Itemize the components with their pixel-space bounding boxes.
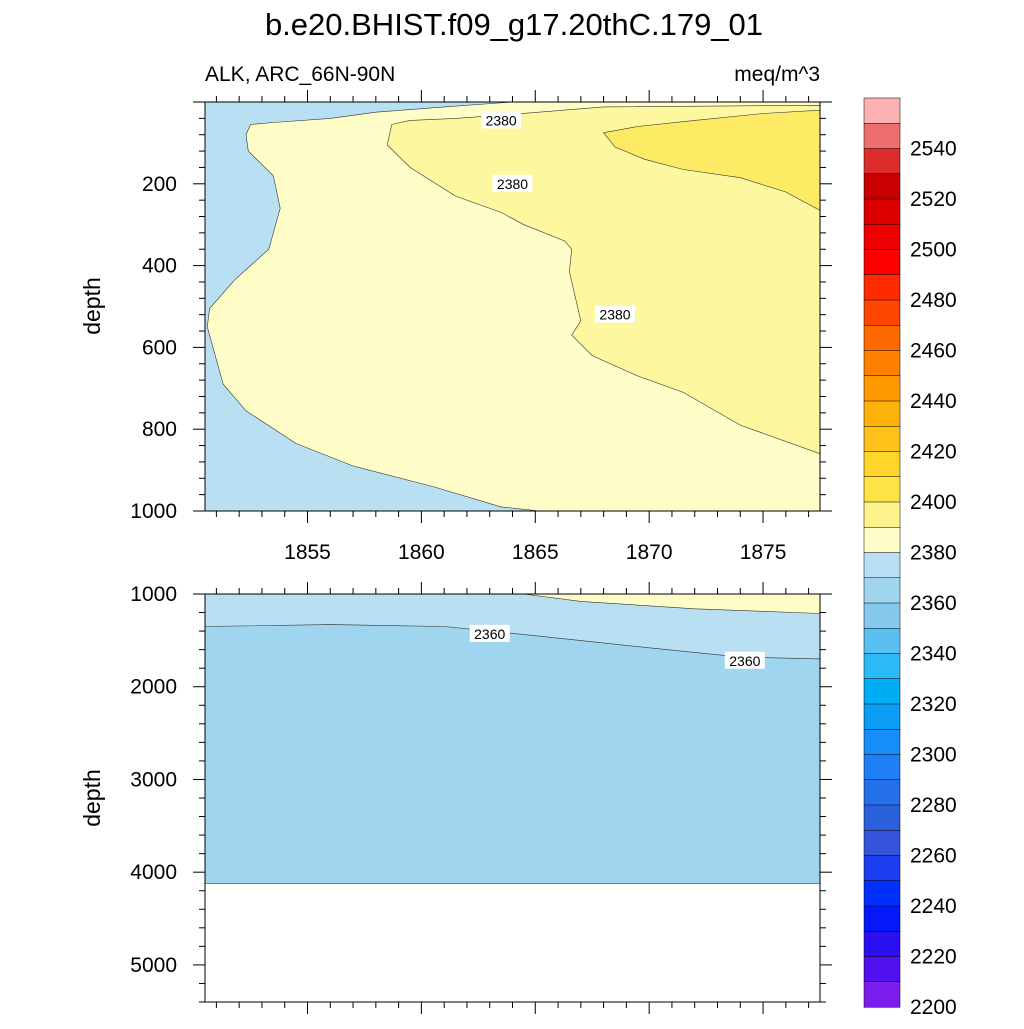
upper-contour-label: 2380 [595, 305, 635, 323]
colorbar-swatch [863, 451, 901, 478]
x-tick-label: 1855 [284, 541, 331, 564]
colorbar-swatch [863, 426, 901, 453]
colorbar-label: 2240 [910, 895, 957, 918]
colorbar-swatch [863, 501, 901, 528]
chart-title: b.e20.BHIST.f09_g17.20thC.179_01 [265, 7, 763, 42]
contour-label-bg [595, 305, 635, 323]
colorbar-label: 2500 [910, 239, 957, 262]
y-tick-label: 1000 [130, 583, 177, 606]
colorbar-label: 2360 [910, 592, 957, 615]
colorbar-swatch [863, 274, 901, 301]
colorbar-swatch [863, 678, 901, 705]
colorbar-swatch [863, 299, 901, 326]
subtitle-right: meq/m^3 [734, 63, 820, 86]
colorbar-swatch [863, 350, 901, 377]
colorbar-swatch [863, 628, 901, 655]
upper-panel: 2380 2380 2380 1855 1860 1865 1870 1875 200 400 60… [130, 90, 832, 564]
lower-region-2350-2360 [204, 624, 821, 884]
colorbar-swatch [863, 703, 901, 730]
colorbar-swatch [863, 880, 901, 907]
colorbar-swatch [863, 249, 901, 276]
colorbar-swatch [863, 527, 901, 554]
y-tick-label: 200 [142, 173, 177, 196]
colorbar-label: 2260 [910, 845, 957, 868]
colorbar-swatch [863, 855, 901, 882]
colorbar-swatch [863, 956, 901, 983]
y-tick-label: 600 [142, 336, 177, 359]
contour-label-bg [724, 651, 765, 669]
lower-panel: 2360 2360 1000 2000 3000 4000 5000 [130, 582, 832, 1014]
y-axis-label-upper: depth [79, 277, 105, 335]
y-axis-label-lower: depth [79, 769, 105, 827]
colorbar-label: 2280 [910, 794, 957, 817]
colorbar-label: 2440 [910, 390, 957, 413]
colorbar-swatch [863, 325, 901, 352]
colorbar-label: 2320 [910, 693, 957, 716]
x-tick-label: 1860 [398, 541, 445, 564]
colorbar-swatch [863, 981, 901, 1008]
upper-region-2390-2400 [603, 109, 821, 211]
colorbar-label: 2460 [910, 340, 957, 363]
colorbar-swatch [863, 653, 901, 680]
colorbar-swatch [863, 123, 901, 150]
upper-region-2380-2390 [386, 104, 821, 455]
colorbar-swatch [863, 931, 901, 958]
x-tick-label: 1870 [626, 541, 673, 564]
colorbar-label: 2540 [910, 138, 957, 161]
colorbar-swatch [863, 97, 901, 124]
colorbar-label: 2200 [910, 996, 957, 1019]
upper-contour-label: 2380 [492, 174, 533, 192]
colorbar-swatch [863, 476, 901, 503]
colorbar-label: 2420 [910, 441, 957, 464]
colorbar-swatch [863, 400, 901, 427]
y-tick-label: 800 [142, 418, 177, 441]
subtitle-left: ALK, ARC_66N-90N [205, 63, 395, 86]
colorbar-swatch [863, 754, 901, 781]
y-tick-label: 2000 [130, 676, 177, 699]
lower-contour-label: 2360 [724, 651, 765, 669]
contour-label-text: 2380 [599, 307, 630, 323]
colorbar-swatch [863, 375, 901, 402]
colorbar-label: 2300 [910, 744, 957, 767]
contour-label-text: 2360 [474, 626, 505, 642]
y-tick-label: 5000 [130, 954, 177, 977]
contour-label-text: 2360 [729, 653, 760, 669]
colorbar-label: 2400 [910, 491, 957, 514]
colorbar-swatch [863, 602, 901, 629]
colorbar-swatch [863, 804, 901, 831]
colorbar-swatch [863, 552, 901, 579]
y-tick-label: 1000 [130, 500, 177, 523]
colorbar-swatch [863, 830, 901, 857]
contour-label-text: 2380 [497, 176, 528, 192]
contour-label-bg [481, 111, 522, 129]
contour-label-bg [469, 624, 510, 642]
colorbar-label: 2480 [910, 289, 957, 312]
colorbar-swatch [863, 905, 901, 932]
colorbar-swatch [863, 198, 901, 225]
colorbar-swatch [863, 779, 901, 806]
contour-label-text: 2380 [486, 112, 517, 128]
x-tick-label: 1875 [740, 541, 787, 564]
upper-contour-label: 2380 [481, 111, 522, 129]
lower-contour-label: 2360 [469, 624, 510, 642]
y-tick-label: 400 [142, 255, 177, 278]
colorbar: 2540 2520 2500 2480 2460 2440 2420 2400 2380 2360… [863, 97, 957, 1019]
y-tick-label: 3000 [130, 768, 177, 791]
colorbar-swatch [863, 729, 901, 756]
colorbar-label: 2520 [910, 188, 957, 211]
colorbar-swatch [863, 577, 901, 604]
colorbar-label: 2220 [910, 946, 957, 969]
colorbar-label: 2380 [910, 542, 957, 565]
y-tick-label: 4000 [130, 861, 177, 884]
colorbar-swatch [863, 148, 901, 175]
x-tick-label: 1865 [512, 541, 559, 564]
colorbar-swatch [863, 173, 901, 200]
colorbar-swatch [863, 224, 901, 251]
contour-label-bg [492, 174, 533, 192]
colorbar-label: 2340 [910, 643, 957, 666]
